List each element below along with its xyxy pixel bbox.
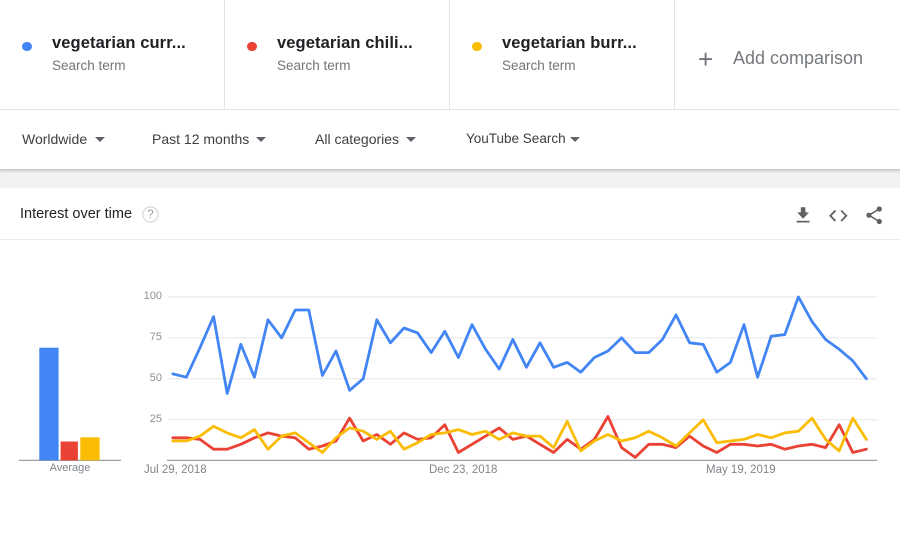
svg-text:?: ? [147,209,153,221]
